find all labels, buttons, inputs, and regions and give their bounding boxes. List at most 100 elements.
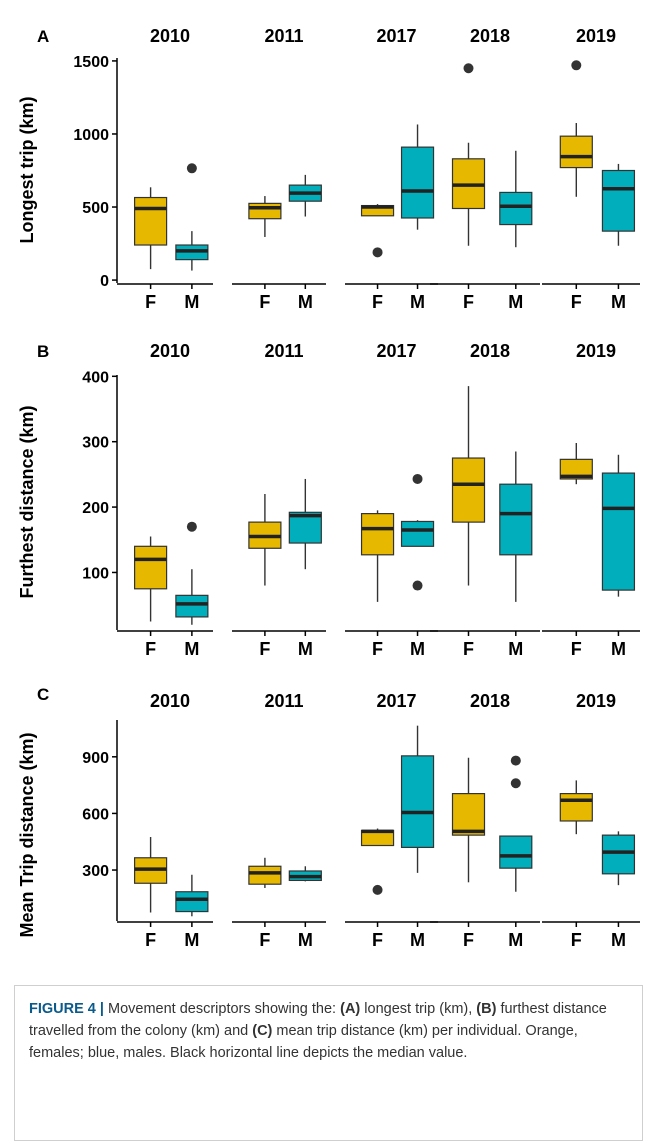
y-tick-label-a-0: 0 [100,273,109,290]
box-a-2010-F [134,196,168,246]
outlier-a-2018-F-0 [463,63,474,74]
x-tick-label-a-2018-M: M [508,292,523,312]
outlier-a-2019-F-0 [571,60,582,71]
y-tick-label-c-600: 600 [82,806,109,823]
x-tick-label-a-2019-M: M [611,292,626,312]
x-tick-label-a-2017-F: F [372,292,383,312]
caption-label: FIGURE 4 | [29,1001,104,1017]
y-tick-label-b-200: 200 [82,500,109,517]
caption-seg-1: (A) [340,1001,361,1017]
x-tick-label-a-2010-M: M [184,292,199,312]
box-a-2017-M [400,146,435,219]
y-tick-label-a-500: 500 [82,200,109,217]
outlier-c-2018-M-1 [510,755,521,766]
box-c-2018-M [499,835,533,869]
panel-letter-b: B [37,342,49,361]
box-c-2019-M [601,834,636,875]
box-c-2019-F [559,793,593,822]
facet-label-c-2018: 2018 [470,691,510,711]
outlier-a-2010-M-0 [186,163,197,174]
y-tick-label-c-900: 900 [82,750,109,767]
y-tick-label-c-300: 300 [82,863,109,880]
caption-seg-0: Movement descriptors showing the: [103,1001,341,1017]
facet-label-c-2011: 2011 [264,691,303,711]
box-b-2010-F [134,545,168,590]
facet-label-b-2019: 2019 [576,341,616,361]
facet-label-c-2019: 2019 [576,691,616,711]
box-c-2018-F [451,793,486,836]
x-tick-label-b-2017-M: M [410,639,425,659]
y-axis-label-a: Longest trip (km) [17,96,37,243]
box-c-2017-M [400,755,435,848]
x-tick-label-b-2010-F: F [145,639,156,659]
x-tick-label-c-2019-F: F [571,930,582,950]
caption-seg-5: (C) [252,1023,273,1039]
x-tick-label-c-2011-F: F [259,930,270,950]
x-tick-label-b-2010-M: M [184,639,199,659]
caption-box: FIGURE 4 | Movement descriptors showing … [14,985,643,1141]
outlier-c-2018-M-0 [510,778,521,789]
box-b-2011-M [288,511,322,544]
facet-label-a-2018: 2018 [470,26,510,46]
outlier-b-2010-M-0 [186,521,197,532]
facet-label-c-2017: 2017 [376,691,416,711]
box-a-2019-F [559,135,593,169]
facet-label-a-2017: 2017 [376,26,416,46]
x-tick-label-a-2011-M: M [298,292,313,312]
facet-label-c-2010: 2010 [150,691,190,711]
facet-label-b-2010: 2010 [150,341,190,361]
y-tick-label-b-100: 100 [82,565,109,582]
box-b-2017-M [400,520,435,547]
box-b-2019-F [559,458,593,480]
outlier-c-2017-F-0 [372,884,383,895]
x-tick-label-a-2017-M: M [410,292,425,312]
box-b-2019-M [601,472,636,591]
box-c-2010-M [175,891,209,913]
x-tick-label-c-2019-M: M [611,930,626,950]
x-tick-label-b-2019-F: F [571,639,582,659]
box-a-2011-F [248,202,282,220]
y-axis-label-b: Furthest distance (km) [17,405,37,598]
x-tick-label-b-2017-F: F [372,639,383,659]
box-a-2018-M [499,191,533,226]
box-b-2010-M [175,594,209,618]
box-c-2011-F [248,865,282,885]
x-tick-label-b-2011-F: F [259,639,270,659]
x-tick-label-c-2010-F: F [145,930,156,950]
outlier-a-2017-F-0 [372,247,383,258]
facet-label-a-2011: 2011 [264,26,303,46]
y-tick-label-b-400: 400 [82,369,109,386]
x-tick-label-a-2018-F: F [463,292,474,312]
x-tick-label-b-2018-F: F [463,639,474,659]
y-tick-label-a-1000: 1000 [73,127,109,144]
facet-label-b-2018: 2018 [470,341,510,361]
facet-label-b-2011: 2011 [264,341,303,361]
x-tick-label-c-2018-F: F [463,930,474,950]
x-tick-label-c-2010-M: M [184,930,199,950]
x-tick-label-b-2019-M: M [611,639,626,659]
x-tick-label-a-2019-F: F [571,292,582,312]
x-tick-label-b-2011-M: M [298,639,313,659]
box-b-2017-F [360,513,395,556]
x-tick-label-c-2017-M: M [410,930,425,950]
caption-seg-2: longest trip (km), [360,1001,477,1017]
outlier-b-2017-M-1 [412,580,423,591]
panel-letter-a: A [37,27,49,46]
facet-label-a-2010: 2010 [150,26,190,46]
facet-label-a-2019: 2019 [576,26,616,46]
panel-letter-c: C [37,685,49,704]
box-a-2019-M [601,169,636,232]
figure-caption: FIGURE 4 | Movement descriptors showing … [29,998,629,1064]
x-tick-label-c-2011-M: M [298,930,313,950]
box-b-2018-M [499,483,533,556]
x-tick-label-b-2018-M: M [508,639,523,659]
caption-seg-3: (B) [476,1001,497,1017]
x-tick-label-a-2011-F: F [259,292,270,312]
x-tick-label-a-2010-F: F [145,292,156,312]
y-tick-label-b-300: 300 [82,435,109,452]
y-axis-label-c: Mean Trip distance (km) [17,732,37,937]
caption-seg-4: furthest distance travelled from the col… [29,1001,607,1039]
y-tick-label-a-1500: 1500 [73,54,109,71]
facet-label-b-2017: 2017 [376,341,416,361]
